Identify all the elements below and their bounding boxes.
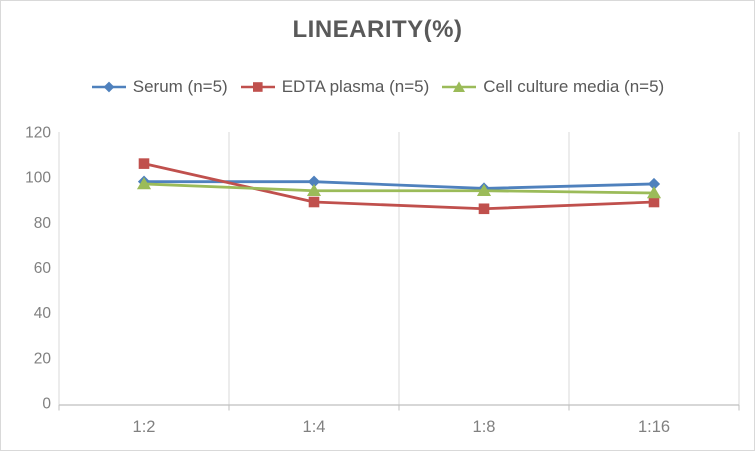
svg-text:100: 100 — [25, 170, 51, 187]
svg-text:60: 60 — [34, 260, 52, 277]
svg-text:1:4: 1:4 — [303, 418, 326, 436]
legend-label-edta-plasma: EDTA plasma (n=5) — [281, 77, 430, 96]
legend-label-cell-culture-media: Cell culture media (n=5) — [483, 77, 665, 96]
legend-label-serum: Serum (n=5) — [132, 77, 228, 96]
svg-text:120: 120 — [25, 125, 51, 142]
edta-plasma-square-marker-icon — [240, 82, 275, 92]
chart-legend: Serum (n=5) EDTA plasma (n=5) Cell cultu… — [1, 77, 754, 97]
chart-title: LINEARITY(%) — [292, 16, 463, 43]
legend-item-serum: Serum (n=5) — [91, 77, 228, 97]
series-cell-culture-media-n-5 — [136, 177, 662, 199]
y-axis-labels: 0 20 40 60 80 100 120 — [25, 125, 51, 413]
legend-item-cell-culture-media: Cell culture media (n=5) — [441, 77, 664, 97]
serum-diamond-marker-icon — [91, 81, 126, 93]
svg-text:1:2: 1:2 — [133, 418, 156, 436]
svg-text:20: 20 — [34, 350, 52, 367]
svg-text:80: 80 — [34, 215, 52, 232]
series-edta-plasma-n-5 — [138, 158, 660, 215]
svg-text:40: 40 — [34, 305, 52, 322]
legend-item-edta-plasma: EDTA plasma (n=5) — [240, 77, 430, 97]
axes — [58, 132, 740, 411]
x-axis-labels: 1:2 1:4 1:8 1:16 — [133, 418, 671, 436]
svg-text:1:8: 1:8 — [473, 418, 496, 436]
svg-text:1:16: 1:16 — [638, 418, 670, 436]
svg-text:0: 0 — [42, 396, 51, 413]
gridlines — [228, 132, 740, 405]
cell-culture-media-triangle-marker-icon — [442, 81, 477, 92]
